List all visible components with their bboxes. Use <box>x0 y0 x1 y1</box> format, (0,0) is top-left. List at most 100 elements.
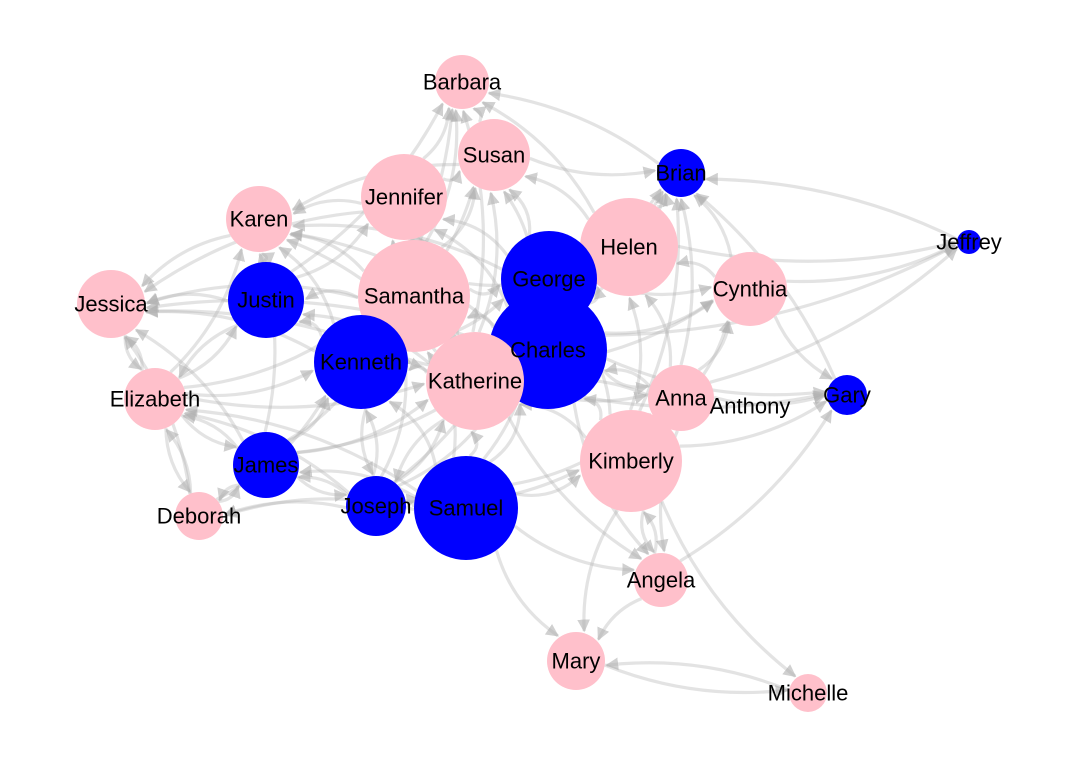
edge-elizabeth-to-kenneth <box>185 369 314 398</box>
edge-michelle-to-mary <box>605 657 790 692</box>
edge-kimberly-to-gary <box>679 400 828 448</box>
edge-charles-to-jeffrey <box>605 244 957 337</box>
edge-anna-to-helen <box>644 294 673 367</box>
node-deborah <box>175 492 223 540</box>
node-cynthia <box>713 252 787 326</box>
edge-susan-to-barbara <box>472 106 487 123</box>
edge-justin-to-jennifer <box>296 222 370 279</box>
node-katherine <box>426 332 524 430</box>
edge-kimberly-to-charles <box>583 393 603 421</box>
node-anna <box>648 365 714 431</box>
node-label-anna: Anna <box>655 386 707 411</box>
nodes-layer <box>77 55 981 712</box>
edge-helen-to-susan <box>524 172 590 221</box>
node-susan <box>458 119 530 191</box>
edge-jessica-to-elizabeth <box>123 334 143 371</box>
edge-kenneth-to-justin <box>298 314 324 337</box>
node-gary <box>827 375 867 415</box>
edge-cynthia-to-helen <box>675 254 717 278</box>
edge-justin-to-elizabeth <box>178 323 239 379</box>
node-label-kenneth: Kenneth <box>320 350 402 375</box>
node-label-katherine: Katherine <box>428 369 522 394</box>
edge-charles-to-jennifer <box>433 228 510 308</box>
edge-samuel-to-elizabeth <box>184 404 418 493</box>
edge-samuel-to-mary <box>494 549 559 638</box>
node-kenneth <box>314 315 408 409</box>
edge-jennifer-to-susan <box>442 169 463 185</box>
node-label-joseph: Joseph <box>341 494 412 519</box>
edge-elizabeth-to-deborah <box>164 427 192 493</box>
edge-anna-to-brian <box>677 197 694 366</box>
node-label-jennifer: Jennifer <box>365 185 443 210</box>
node-joseph <box>346 476 406 536</box>
node-label-jessica: Jessica <box>74 292 148 317</box>
edge-cynthia-to-jeffrey <box>786 243 957 284</box>
edge-elizabeth-to-justin <box>177 325 238 380</box>
node-label-jeffrey: Jeffrey <box>936 230 1002 255</box>
node-label-mary: Mary <box>552 649 601 674</box>
edge-elizabeth-to-james <box>180 413 238 452</box>
edge-angela-to-gary <box>679 409 833 563</box>
labels-layer: Barbara Susan Brian Jennifer Karen Helen Jeffr… <box>74 70 1001 706</box>
node-label-cynthia: Cynthia <box>713 277 788 302</box>
edge-katherine-to-angela <box>507 416 643 561</box>
edge-susan-to-brian <box>529 156 657 180</box>
node-label-elizabeth: Elizabeth <box>110 387 201 412</box>
edge-jeffrey-to-brian <box>705 172 959 241</box>
node-label-samuel: Samuel <box>429 496 504 521</box>
node-jeffrey <box>957 230 981 254</box>
node-label-michelle: Michelle <box>768 681 849 706</box>
edge-kenneth-to-karen <box>278 246 336 325</box>
edge-george-to-jennifer <box>441 213 509 257</box>
edge-mary-to-michelle <box>604 663 789 698</box>
edge-george-to-susan <box>508 188 532 236</box>
edge-katherine-to-joseph <box>392 418 446 483</box>
edge-samuel-to-kenneth <box>388 400 438 467</box>
edge-joseph-to-kenneth <box>364 409 379 477</box>
node-label-samantha: Samantha <box>364 284 465 309</box>
edge-samuel-to-joseph <box>405 493 418 508</box>
edge-charles-to-samantha <box>466 307 495 329</box>
node-label-susan: Susan <box>463 143 525 168</box>
edge-samantha-to-justin <box>304 287 359 301</box>
edge-james-to-deborah <box>217 483 240 502</box>
node-label-brian: Brian <box>655 161 706 186</box>
edge-samuel-to-james <box>298 464 417 499</box>
node-elizabeth <box>124 368 186 430</box>
node-label-george: George <box>512 267 585 292</box>
edge-angela-to-mary <box>596 597 643 641</box>
edge-kimberly-to-mary <box>577 509 619 633</box>
node-label-charles: Charles <box>510 338 586 363</box>
node-james <box>233 432 299 498</box>
edge-joseph-to-deborah <box>223 500 347 517</box>
edge-cynthia-to-brian <box>693 194 733 258</box>
edge-kimberly-to-michelle <box>660 500 797 678</box>
node-helen <box>580 198 678 296</box>
edge-helen-to-barbara <box>481 100 596 214</box>
node-brian <box>657 149 705 197</box>
node-justin <box>228 262 304 338</box>
node-michelle <box>789 674 827 712</box>
edge-kenneth-to-joseph <box>360 408 375 476</box>
node-label-anthony: Anthony <box>710 394 791 419</box>
edge-katherine-to-susan <box>477 191 500 333</box>
node-mary <box>547 632 605 690</box>
edge-samantha-to-george <box>468 284 501 299</box>
node-kimberly <box>580 410 682 512</box>
node-label-gary: Gary <box>823 383 871 408</box>
node-jennifer <box>361 154 447 240</box>
edge-charles-to-anna <box>602 368 650 395</box>
edge-samuel-to-katherine <box>468 430 484 458</box>
node-label-kimberly: Kimberly <box>588 449 674 474</box>
node-samuel <box>414 456 518 560</box>
edge-cynthia-to-gary <box>773 315 834 381</box>
edge-james-to-jessica <box>134 328 245 442</box>
node-label-helen: Helen <box>600 235 657 260</box>
edge-helen-to-jeffrey <box>677 238 957 263</box>
edge-kimberly-to-angela <box>640 510 656 554</box>
node-label-james: James <box>234 453 299 478</box>
edge-karen-to-jessica <box>141 233 231 288</box>
edge-anna-to-jeffrey <box>709 247 958 384</box>
edge-angela-to-kimberly <box>642 511 658 555</box>
edge-brian-to-barbara <box>487 88 660 166</box>
